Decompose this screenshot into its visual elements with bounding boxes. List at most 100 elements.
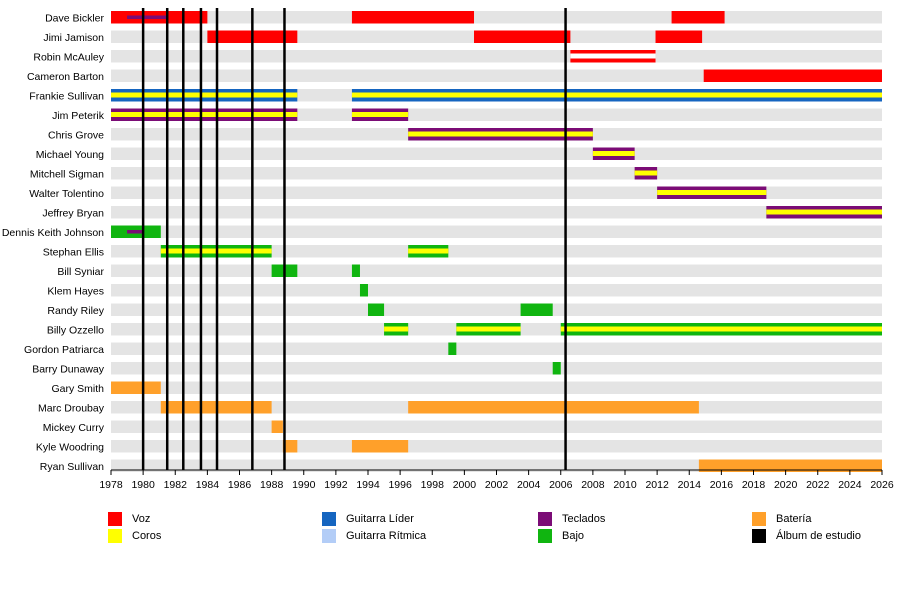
row-background	[111, 11, 882, 24]
member-bar-stripe	[408, 131, 593, 137]
row-background	[111, 108, 882, 121]
member-bar-stripe	[351, 112, 409, 117]
row-background	[111, 50, 882, 63]
row-background	[111, 342, 882, 355]
member-label: Klem Hayes	[47, 285, 104, 297]
row-background	[111, 381, 882, 394]
row-background	[111, 459, 882, 472]
member-bar-stripe	[384, 326, 409, 332]
member-bar-stripe	[351, 92, 882, 98]
member-bar-stripe	[592, 151, 635, 156]
member-bar-stripe	[634, 170, 658, 176]
member-bar-stripe	[111, 112, 298, 117]
member-label: Cameron Barton	[27, 71, 104, 83]
member-label: Robin McAuley	[33, 51, 104, 63]
member-bar-overlay	[127, 230, 144, 234]
member-bar	[282, 440, 298, 453]
member-bar	[698, 459, 882, 472]
member-label: Jimi Jamison	[43, 32, 104, 44]
row-background	[111, 206, 882, 219]
member-bar	[655, 30, 703, 43]
member-bar-stripe	[111, 92, 298, 98]
x-tick-label: 2002	[485, 479, 509, 491]
member-label: Gary Smith	[51, 383, 104, 395]
member-label: Billy Ozzello	[47, 324, 104, 336]
member-label: Walter Tolentino	[29, 188, 104, 200]
x-tick-label: 1978	[99, 479, 123, 491]
member-label: Kyle Woodring	[36, 441, 104, 453]
member-bar	[474, 30, 571, 43]
row-background	[111, 440, 882, 453]
x-tick-label: 2008	[581, 479, 605, 491]
x-tick-label: 2026	[870, 479, 894, 491]
member-label: Jim Peterik	[52, 110, 105, 122]
member-bar-stripe	[657, 190, 767, 195]
member-bar	[552, 362, 561, 375]
x-tick-label: 2010	[613, 479, 637, 491]
x-tick-label: 1990	[292, 479, 316, 491]
row-background	[111, 420, 882, 433]
member-label: Gordon Patriarca	[24, 344, 104, 356]
member-label: Mitchell Sigman	[30, 168, 104, 180]
x-tick-label: 2024	[838, 479, 862, 491]
row-background	[111, 167, 882, 180]
x-tick-label: 2018	[742, 479, 766, 491]
row-background	[111, 284, 882, 297]
x-tick-label: 2006	[549, 479, 573, 491]
member-label: Dave Bickler	[45, 12, 104, 24]
member-bar	[448, 342, 457, 355]
member-label: Michael Young	[36, 149, 104, 161]
member-bar-stripe	[408, 248, 449, 254]
member-bar-stripe	[570, 53, 656, 59]
x-tick-label: 2000	[453, 479, 477, 491]
member-bar	[351, 264, 360, 277]
row-background	[111, 303, 882, 316]
member-label: Dennis Keith Johnson	[2, 227, 104, 239]
member-bar	[703, 69, 882, 82]
member-label: Chris Grove	[48, 129, 104, 141]
x-tick-label: 1984	[196, 479, 220, 491]
member-label: Randy Riley	[47, 305, 104, 317]
row-background	[111, 245, 882, 258]
x-tick-label: 2016	[710, 479, 734, 491]
member-bar	[359, 284, 368, 297]
member-bar	[671, 11, 725, 24]
member-label: Jeffrey Bryan	[42, 207, 104, 219]
member-bar-stripe	[766, 209, 882, 215]
member-label: Ryan Sullivan	[40, 461, 104, 473]
x-tick-label: 1998	[421, 479, 445, 491]
member-bar	[368, 303, 385, 316]
member-bar	[408, 401, 699, 414]
member-bar-overlay	[127, 15, 168, 19]
row-background	[111, 225, 882, 238]
row-background	[111, 147, 882, 160]
member-bar	[111, 381, 161, 394]
x-tick-label: 2004	[517, 479, 541, 491]
member-label: Marc Droubay	[38, 402, 105, 414]
x-tick-label: 1996	[388, 479, 412, 491]
x-tick-label: 2022	[806, 479, 830, 491]
member-bar	[351, 440, 409, 453]
member-label: Frankie Sullivan	[29, 90, 104, 102]
row-background	[111, 264, 882, 277]
x-tick-label: 2012	[645, 479, 669, 491]
x-tick-label: 1994	[356, 479, 380, 491]
row-background	[111, 362, 882, 375]
member-label: Bill Syniar	[57, 266, 104, 278]
x-tick-label: 1982	[164, 479, 188, 491]
member-bar	[351, 11, 475, 24]
x-tick-label: 1992	[324, 479, 348, 491]
member-label: Mickey Curry	[43, 422, 105, 434]
x-tick-label: 2014	[678, 479, 702, 491]
x-tick-label: 2020	[774, 479, 798, 491]
row-background	[111, 69, 882, 82]
member-bar-stripe	[560, 326, 882, 332]
x-tick-label: 1986	[228, 479, 252, 491]
member-bar-stripe	[456, 326, 521, 332]
member-bar	[271, 420, 283, 433]
x-tick-label: 1988	[260, 479, 284, 491]
member-bar	[520, 303, 553, 316]
member-label: Barry Dunaway	[32, 363, 105, 375]
x-tick-label: 1980	[131, 479, 155, 491]
